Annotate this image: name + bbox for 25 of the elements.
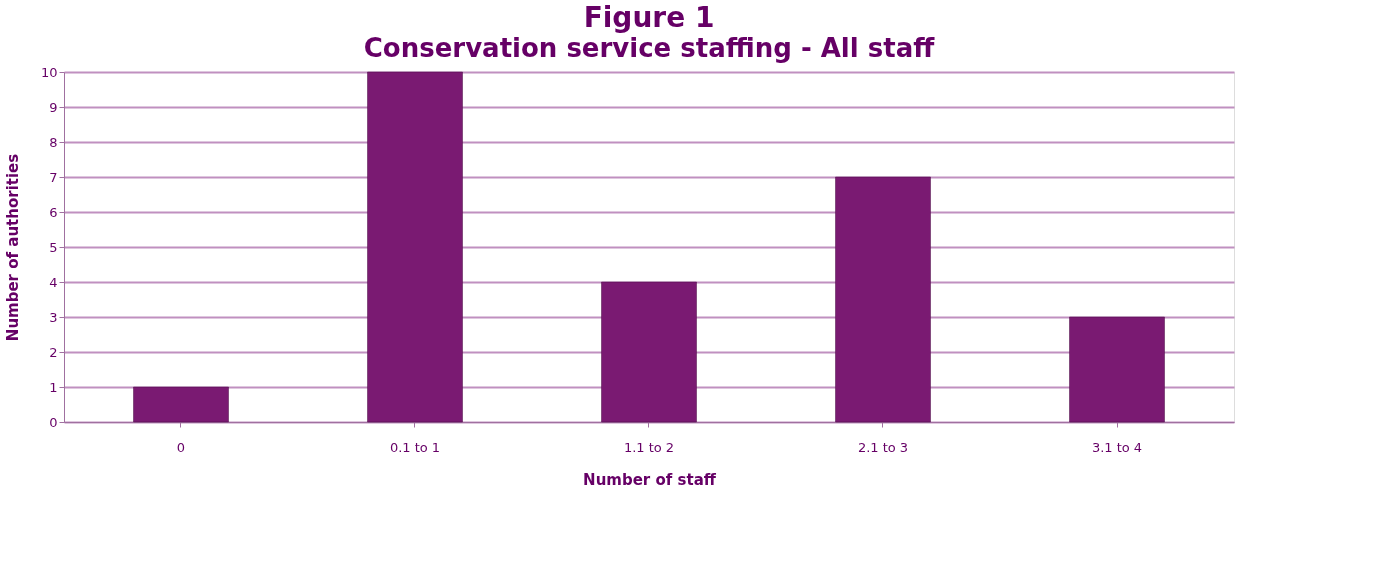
y-tick-label: 7 [49,169,58,185]
y-tick-label: 10 [40,64,58,80]
y-tick-label: 8 [49,134,58,150]
x-tick-label: 1.1 to 2 [623,439,675,455]
x-tick-label: 0 [176,439,186,455]
bar [601,281,697,423]
y-tick-label: 5 [49,239,58,255]
bar [1069,316,1165,423]
chart-subtitle: Conservation service staffing - All staff [363,33,936,63]
y-tick-label: 0 [49,414,58,430]
y-axis-title: Number of authorities [3,153,22,342]
x-axis-title: Number of staff [583,470,717,489]
y-tick-label: 9 [49,99,58,115]
bar [835,176,931,423]
y-tick-label: 2 [49,344,58,360]
x-tick-label: 0.1 to 1 [389,439,441,455]
y-tick-label: 4 [49,274,58,290]
y-tick-label: 3 [49,309,58,325]
chart-title: Figure 1 [583,1,715,34]
x-tick-label: 3.1 to 4 [1091,439,1143,455]
y-tick-label: 1 [49,379,58,395]
x-tick-label: 2.1 to 3 [857,439,909,455]
bar [133,386,229,423]
y-tick-label: 6 [49,204,58,220]
bar [367,71,463,423]
